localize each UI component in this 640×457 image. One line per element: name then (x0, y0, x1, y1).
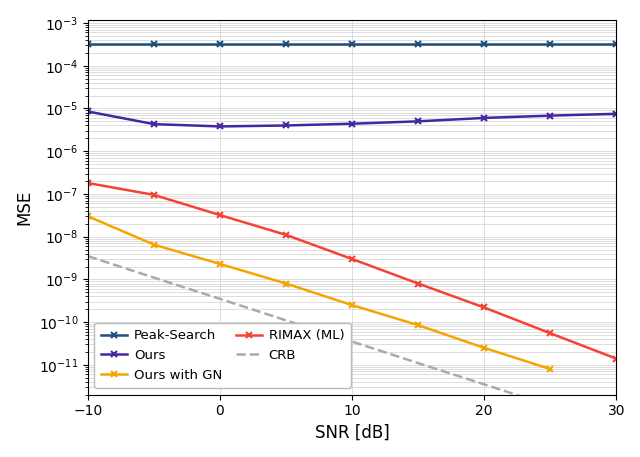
Ours (282, 123, 290, 128)
Peak-Search (348, 42, 356, 47)
RIMAX (ML) (348, 256, 356, 262)
Line: CRB: CRB (88, 256, 616, 427)
Line: Ours: Ours (84, 108, 620, 130)
Ours with GN (282, 281, 290, 286)
Line: Peak-Search: Peak-Search (84, 41, 620, 48)
CRB (612, 425, 620, 430)
Ours (84, 109, 92, 114)
Line: RIMAX (ML): RIMAX (ML) (84, 180, 620, 362)
CRB (84, 253, 92, 259)
RIMAX (ML) (612, 356, 620, 361)
Peak-Search (547, 42, 554, 47)
Peak-Search (282, 42, 290, 47)
Line: Ours with GN: Ours with GN (84, 213, 554, 372)
CRB (150, 275, 158, 280)
Ours with GN (216, 261, 224, 267)
CRB (547, 403, 554, 409)
Legend: Peak-Search, Ours, Ours with GN, RIMAX (ML), CRB: Peak-Search, Ours, Ours with GN, RIMAX (… (95, 323, 351, 388)
RIMAX (ML) (282, 232, 290, 238)
Peak-Search (216, 42, 224, 47)
CRB (348, 339, 356, 344)
Ours (150, 122, 158, 127)
RIMAX (ML) (481, 305, 488, 310)
Ours with GN (84, 213, 92, 219)
RIMAX (ML) (84, 180, 92, 186)
Ours with GN (414, 322, 422, 328)
CRB (282, 318, 290, 323)
Ours with GN (150, 242, 158, 247)
Peak-Search (612, 42, 620, 47)
Ours (612, 111, 620, 117)
CRB (216, 296, 224, 302)
Ours (216, 124, 224, 129)
RIMAX (ML) (414, 281, 422, 286)
Ours with GN (348, 303, 356, 308)
Peak-Search (150, 42, 158, 47)
Ours with GN (481, 345, 488, 351)
Ours (414, 119, 422, 124)
CRB (414, 360, 422, 366)
Ours (481, 115, 488, 121)
Peak-Search (414, 42, 422, 47)
Peak-Search (84, 42, 92, 47)
X-axis label: SNR [dB]: SNR [dB] (315, 424, 390, 442)
Peak-Search (481, 42, 488, 47)
CRB (481, 382, 488, 387)
Ours (547, 113, 554, 118)
RIMAX (ML) (216, 213, 224, 218)
Y-axis label: MSE: MSE (15, 190, 33, 225)
RIMAX (ML) (150, 192, 158, 197)
Ours (348, 121, 356, 127)
RIMAX (ML) (547, 330, 554, 336)
Ours with GN (547, 366, 554, 372)
